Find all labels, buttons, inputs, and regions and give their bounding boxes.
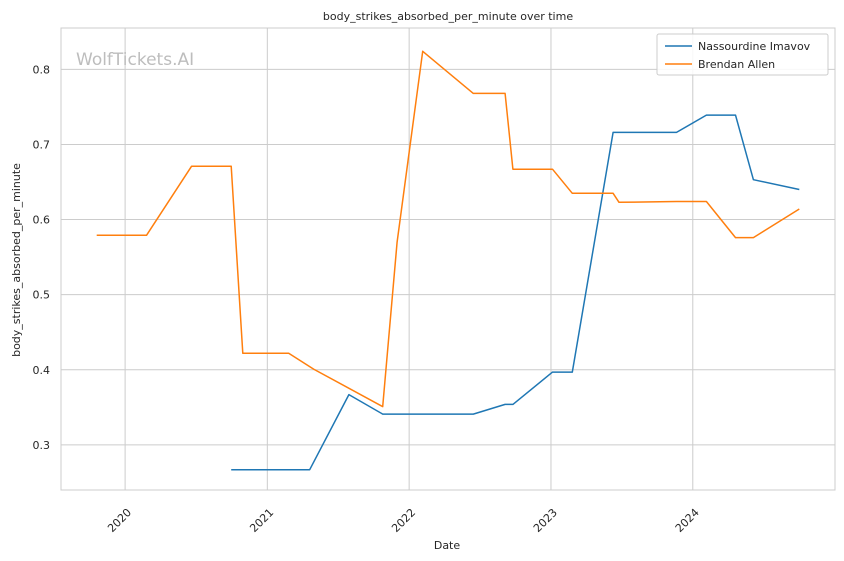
plot-frame (60, 27, 836, 491)
plot-area (61, 28, 835, 490)
legend-label-brendan-allen: Brendan Allen (698, 58, 775, 71)
y-tick-label: 0.4 (33, 364, 51, 377)
series-lines (96, 50, 800, 471)
y-tick-label: 0.8 (33, 63, 51, 76)
y-tick-label: 0.6 (33, 214, 51, 227)
x-axis-label: Date (434, 539, 461, 552)
y-tick-label: 0.7 (33, 138, 51, 151)
y-axis-label: body_strikes_absorbed_per_minute (10, 163, 23, 357)
series-line-brendan-allen (96, 50, 800, 408)
y-tick-label: 0.3 (33, 439, 51, 452)
legend: Nassourdine Imavov Brendan Allen (656, 33, 829, 76)
legend-label-nassourdine-imavov: Nassourdine Imavov (698, 40, 811, 53)
watermark: WolfTickets.AI (76, 50, 194, 70)
y-tick-label: 0.5 (33, 289, 51, 302)
chart-title: body_strikes_absorbed_per_minute over ti… (323, 10, 573, 23)
legend-box (656, 33, 829, 76)
series-line-nassourdine-imavov (231, 114, 800, 471)
